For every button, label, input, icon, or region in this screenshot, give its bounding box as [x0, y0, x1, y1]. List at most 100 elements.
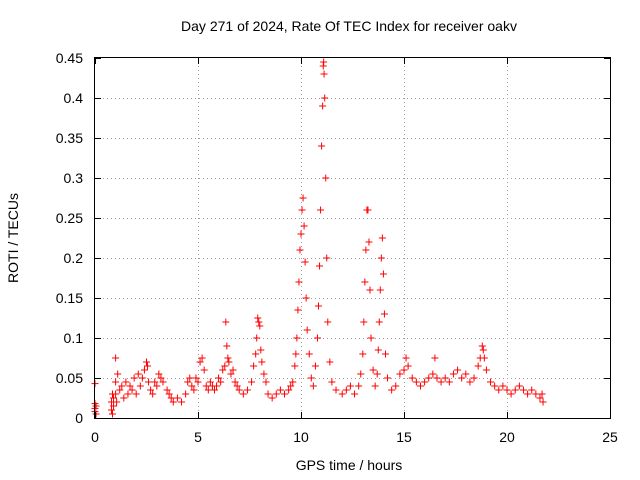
x-tick-label: 20 [499, 429, 515, 445]
data-point [227, 370, 235, 378]
data-point [169, 398, 177, 406]
data-point [122, 378, 130, 386]
data-point [233, 382, 241, 390]
data-point [194, 378, 202, 386]
data-point [200, 366, 208, 374]
data-point [173, 394, 181, 402]
data-point [289, 378, 297, 386]
data-point [210, 386, 218, 394]
data-point [107, 406, 115, 414]
data-point [294, 306, 302, 314]
data-point [495, 386, 503, 394]
data-point [357, 370, 365, 378]
data-point [182, 390, 190, 398]
data-point [153, 382, 161, 390]
data-point [190, 386, 198, 394]
data-point [198, 354, 206, 362]
data-point [425, 374, 433, 382]
data-point [147, 386, 155, 394]
y-tick-label: 0.1 [64, 330, 84, 346]
data-point [317, 206, 325, 214]
data-point [120, 394, 128, 402]
data-point [252, 350, 260, 358]
data-point [250, 362, 258, 370]
y-axis-title: ROTI / TECUs [5, 193, 21, 283]
data-point [109, 410, 117, 418]
data-point [458, 374, 466, 382]
y-tick-labels: 0 0.05 0.1 0.15 0.2 0.25 0.3 0.35 0.4 0.45 [56, 50, 83, 426]
data-point [130, 374, 138, 382]
chart-title: Day 271 of 2024, Rate Of TEC Index for r… [181, 18, 517, 34]
data-point [113, 398, 121, 406]
data-point [204, 386, 212, 394]
data-point [163, 386, 171, 394]
data-point [196, 358, 204, 366]
data-point [260, 370, 268, 378]
data-point [184, 378, 192, 386]
data-point [449, 370, 457, 378]
data-point [319, 102, 327, 110]
data-point [296, 246, 304, 254]
data-point [272, 390, 280, 398]
data-point [441, 374, 449, 382]
data-point [202, 382, 210, 390]
data-point [219, 366, 227, 374]
data-point [367, 334, 375, 342]
data-point [311, 362, 319, 370]
data-point [321, 94, 329, 102]
data-point [539, 398, 547, 406]
data-point [276, 386, 284, 394]
y-tick-label: 0.25 [56, 210, 83, 226]
data-point [323, 254, 331, 262]
data-point [307, 374, 315, 382]
data-point [466, 378, 474, 386]
y-tick-label: 0.35 [56, 130, 83, 146]
data-point [479, 346, 487, 354]
data-point [431, 354, 439, 362]
data-point [132, 390, 140, 398]
data-point [474, 362, 482, 370]
data-point [165, 390, 173, 398]
data-point [292, 350, 300, 358]
data-point [342, 386, 350, 394]
data-point [213, 382, 221, 390]
data-point [229, 366, 237, 374]
data-point [143, 358, 150, 366]
data-point [503, 386, 511, 394]
data-point [159, 378, 167, 386]
x-tick-label: 15 [396, 429, 412, 445]
data-point [110, 394, 118, 402]
data-point [478, 342, 486, 350]
data-point [110, 402, 118, 410]
data-point [371, 382, 379, 390]
x-tick-label: 25 [602, 429, 618, 445]
data-point [445, 378, 453, 386]
data-point [528, 386, 536, 394]
data-point [507, 390, 515, 398]
data-point [206, 378, 214, 386]
data-point [112, 378, 120, 386]
data-point [536, 394, 544, 402]
data-point [157, 374, 165, 382]
data-point [112, 354, 120, 362]
data-point [404, 362, 412, 370]
x-axis-title: GPS time / hours [296, 457, 403, 473]
data-point [511, 386, 519, 394]
data-point [396, 370, 404, 378]
data-point [255, 318, 263, 326]
data-point [400, 366, 408, 374]
data-point [375, 318, 383, 326]
data-point [359, 350, 367, 358]
data-point [149, 390, 157, 398]
data-point [362, 246, 370, 254]
data-point [116, 386, 124, 394]
data-point [293, 334, 301, 342]
x-tick-labels: 0 5 10 15 20 25 [91, 429, 618, 445]
data-point [429, 370, 437, 378]
data-point [124, 390, 132, 398]
data-point [114, 370, 122, 378]
data-point [320, 58, 328, 66]
data-point [351, 390, 359, 398]
data-point [178, 398, 186, 406]
